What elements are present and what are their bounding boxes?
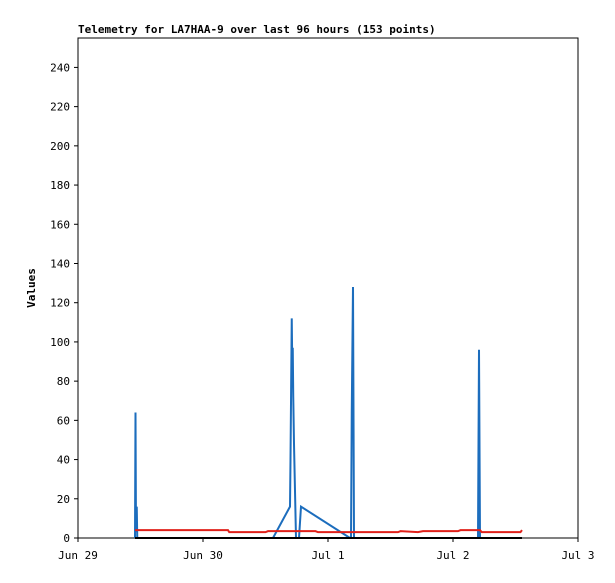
y-tick-label: 240 bbox=[50, 61, 70, 74]
x-tick-label: Jul 3 bbox=[561, 549, 594, 562]
y-tick-label: 180 bbox=[50, 179, 70, 192]
y-tick-label: 40 bbox=[57, 454, 70, 467]
y-tick-label: 20 bbox=[57, 493, 70, 506]
y-tick-label: 100 bbox=[50, 336, 70, 349]
chart-title: Telemetry for LA7HAA-9 over last 96 hour… bbox=[78, 23, 436, 36]
y-tick-label: 220 bbox=[50, 101, 70, 114]
y-tick-label: 200 bbox=[50, 140, 70, 153]
y-tick-label: 160 bbox=[50, 218, 70, 231]
x-tick-label: Jul 1 bbox=[311, 549, 344, 562]
plot-frame bbox=[77, 37, 579, 539]
y-tick-label: 60 bbox=[57, 414, 70, 427]
x-tick-label: Jun 29 bbox=[58, 549, 98, 562]
x-tick-label: Jul 2 bbox=[436, 549, 469, 562]
series-line bbox=[135, 529, 523, 534]
y-tick-label: 120 bbox=[50, 297, 70, 310]
y-tick-label: 0 bbox=[63, 532, 70, 545]
series-line bbox=[134, 287, 522, 539]
y-tick-label: 80 bbox=[57, 375, 70, 388]
y-axis-label: Values bbox=[25, 268, 38, 308]
y-tick-label: 140 bbox=[50, 257, 70, 270]
x-tick-label: Jun 30 bbox=[183, 549, 223, 562]
